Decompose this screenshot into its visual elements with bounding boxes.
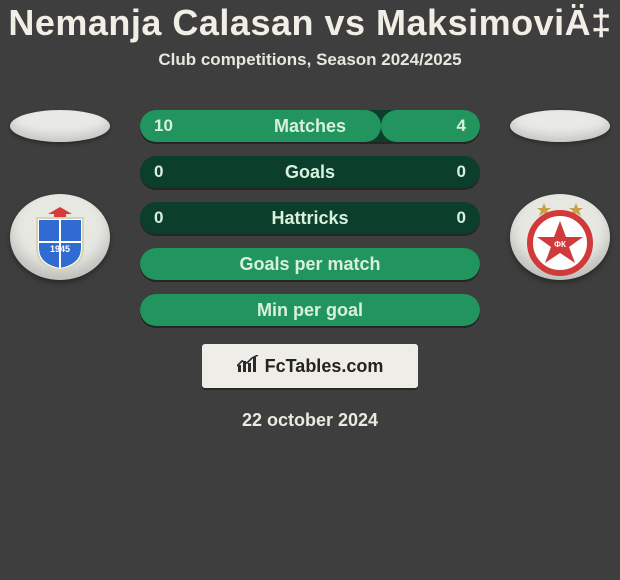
- player-right: ФК: [510, 110, 610, 280]
- player-right-ellipse: [510, 110, 610, 142]
- stat-bar-hattricks-value-left: 0: [154, 208, 163, 228]
- stat-bar-hattricks: Hattricks 0 0: [140, 202, 480, 234]
- stat-bar-matches-value-left: 10: [154, 116, 173, 136]
- stat-bar-goals-value-left: 0: [154, 162, 163, 182]
- stat-bar-matches-value-right: 4: [457, 116, 466, 136]
- infographic-root: Nemanja Calasan vs MaksimoviÄ‡ Club comp…: [0, 0, 620, 580]
- player-left: 1945: [10, 110, 110, 280]
- brand-text: FcTables.com: [265, 356, 384, 377]
- date-text: 22 october 2024: [242, 410, 378, 431]
- comparison-area: 1945 ФК Matches104Goals00Hattricks00Goal…: [0, 110, 620, 326]
- stat-bar-goals-value-right: 0: [457, 162, 466, 182]
- stat-bars: Matches 10 4 Goals 0 0 Hattricks 0 0 Goals per ma…: [140, 110, 480, 326]
- player-left-ellipse: [10, 110, 110, 142]
- stat-bar-matches: Matches 10 4: [140, 110, 480, 142]
- stat-bar-hattricks-label: Hattricks: [271, 208, 348, 229]
- stat-bar-mpg: Min per goal: [140, 294, 480, 326]
- stat-bar-gpm: Goals per match: [140, 248, 480, 280]
- stat-bar-mpg-label: Min per goal: [257, 300, 363, 321]
- stat-bar-matches-label: Matches: [274, 116, 346, 137]
- stat-bar-goals: Goals 0 0: [140, 156, 480, 188]
- svg-text:ФК: ФК: [554, 240, 566, 249]
- player-left-crest: 1945: [10, 194, 110, 280]
- player-left-crest-disc: 1945: [10, 194, 110, 280]
- stat-bar-goals-label: Goals: [285, 162, 335, 183]
- stat-bar-hattricks-value-right: 0: [457, 208, 466, 228]
- page-title: Nemanja Calasan vs MaksimoviÄ‡: [8, 2, 611, 44]
- spartak-crest-icon: 1945: [31, 202, 89, 272]
- brand-chart-icon: [237, 355, 259, 378]
- stat-bar-gpm-label: Goals per match: [239, 254, 380, 275]
- player-right-crest-disc: ФК: [510, 194, 610, 280]
- crvena-zvezda-crest-icon: ФК: [518, 197, 602, 277]
- svg-text:1945: 1945: [50, 244, 70, 254]
- brand-box: FcTables.com: [202, 344, 418, 388]
- page-subtitle: Club competitions, Season 2024/2025: [158, 50, 461, 70]
- player-right-crest: ФК: [510, 194, 610, 280]
